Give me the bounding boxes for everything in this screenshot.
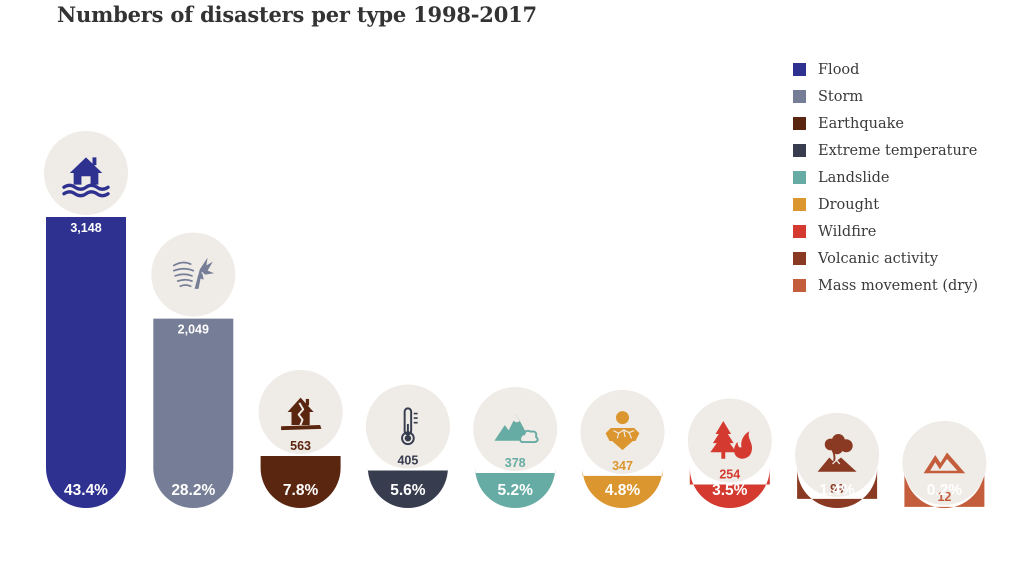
bar-wildfire [689, 468, 770, 508]
legend-label-extreme-temperature: Extreme temperature [818, 142, 978, 159]
legend-swatch-earthquake [793, 117, 806, 130]
legend-item-extreme-temperature: Extreme temperature [793, 137, 978, 164]
icon-circle-volcanic-activity [795, 412, 880, 497]
legend-item-mass-movement-dry: Mass movement (dry) [793, 272, 978, 299]
bar-group-landslide: 378 5.2% [473, 387, 558, 508]
bar-group-flood: 3,148 43.4% [44, 130, 128, 508]
bar-group-earthquake: 563 7.8% [258, 369, 343, 508]
value-label-storm: 2,049 [178, 323, 209, 337]
value-label-landslide: 378 [505, 456, 526, 470]
percent-label-wildfire: 3.5% [712, 482, 748, 499]
value-label-drought: 347 [612, 459, 633, 473]
legend-swatch-wildfire [793, 225, 806, 238]
chart-legend: Flood Storm Earthquake Extreme temperature L… [793, 56, 978, 299]
bar-group-extreme-temperature: 405 5.6% [365, 384, 450, 508]
legend-label-flood: Flood [818, 61, 860, 78]
value-label-volcanic-activity: 99 [830, 482, 844, 496]
bar-drought [582, 468, 663, 508]
chart-title: Numbers of disasters per type 1998-2017 [57, 2, 537, 27]
legend-swatch-flood [793, 63, 806, 76]
percent-label-storm: 28.2% [171, 482, 215, 499]
legend-label-landslide: Landslide [818, 169, 890, 186]
legend-swatch-storm [793, 90, 806, 103]
legend-item-drought: Drought [793, 191, 978, 218]
legend-swatch-drought [793, 198, 806, 211]
legend-label-volcanic-activity: Volcanic activity [818, 250, 939, 267]
legend-swatch-landslide [793, 171, 806, 184]
bar-earthquake [260, 455, 341, 508]
legend-item-landslide: Landslide [793, 164, 978, 191]
value-label-wildfire: 254 [719, 468, 740, 482]
legend-label-wildfire: Wildfire [818, 223, 877, 240]
legend-label-storm: Storm [818, 88, 864, 105]
percent-label-drought: 4.8% [605, 482, 641, 499]
percent-label-extreme-temperature: 5.6% [390, 482, 426, 499]
percent-label-volcanic-activity: 1.4% [819, 482, 855, 499]
legend-label-drought: Drought [818, 196, 880, 213]
legend-item-volcanic-activity: Volcanic activity [793, 245, 978, 272]
bar-group-mass-movement-dry: 120.2% [902, 420, 987, 508]
percent-label-flood: 43.4% [64, 482, 108, 499]
value-label-extreme-temperature: 405 [397, 454, 418, 468]
value-label-earthquake: 563 [290, 439, 311, 453]
legend-item-earthquake: Earthquake [793, 110, 978, 137]
bar-storm [153, 318, 234, 508]
bar-volcanic-activity [797, 468, 878, 508]
bar-group-storm: 2,049 28.2% [151, 232, 236, 508]
legend-item-wildfire: Wildfire [793, 218, 978, 245]
bar-group-volcanic-activity: 991.4% [795, 412, 880, 508]
value-label-mass-movement-dry: 12 [937, 490, 951, 504]
bar-extreme-temperature [367, 468, 448, 508]
legend-item-flood: Flood [793, 56, 978, 83]
icon-circle-storm [151, 232, 236, 317]
percent-label-earthquake: 7.8% [283, 482, 319, 499]
plot-area: 3,148 43.4% 2,049 28.2% 563 7.8% 405 5.6% 378 5.2… [44, 130, 987, 508]
legend-swatch-mass-movement-dry [793, 279, 806, 292]
bar-group-drought: 347 4.8% [580, 389, 665, 508]
value-label-flood: 3,148 [70, 221, 101, 235]
percent-label-mass-movement-dry: 0.2% [927, 482, 963, 499]
bar-mass-movement-dry [904, 468, 985, 508]
legend-label-earthquake: Earthquake [818, 115, 904, 132]
percent-label-landslide: 5.2% [498, 482, 534, 499]
legend-label-mass-movement-dry: Mass movement (dry) [818, 277, 979, 294]
legend-swatch-extreme-temperature [793, 144, 806, 157]
bar-landslide [475, 468, 556, 508]
legend-item-storm: Storm [793, 83, 978, 110]
legend-swatch-volcanic-activity [793, 252, 806, 265]
bar-flood [46, 216, 126, 508]
